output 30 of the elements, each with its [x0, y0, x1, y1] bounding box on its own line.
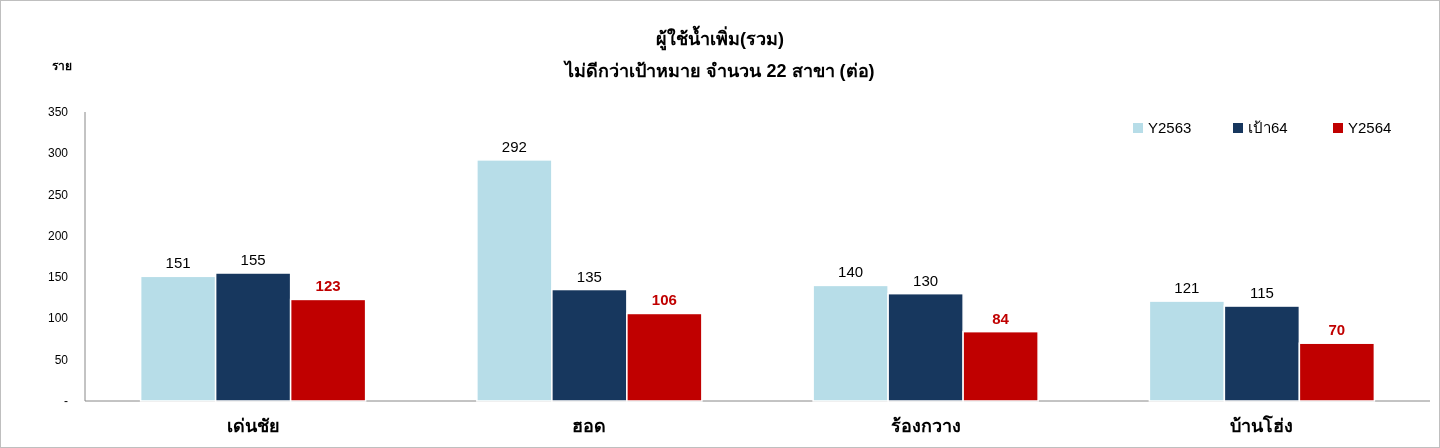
y-axis-title: ราย — [52, 59, 72, 73]
data-label: 84 — [992, 309, 1010, 327]
y-tick-label: 350 — [47, 105, 69, 119]
y-tick-label: 300 — [47, 146, 69, 161]
data-label: 106 — [651, 291, 677, 309]
x-tick-label: ร้องกวาง — [890, 416, 961, 436]
data-label: 135 — [576, 267, 602, 285]
data-label: 155 — [240, 251, 266, 269]
legend-label: Y2564 — [1348, 119, 1392, 136]
y-tick-label: 100 — [47, 311, 69, 326]
data-label: 130 — [913, 271, 939, 289]
data-label: 123 — [315, 277, 341, 295]
chart-title: ผู้ใช้น้ำเพิ่ม(รวม) — [656, 25, 784, 51]
data-label: 121 — [1174, 279, 1200, 297]
y-tick-label: 200 — [47, 228, 69, 243]
chart-subtitle: ไม่ดีกว่าเป้าหมาย จำนวน 22 สาขา (ต่อ) — [563, 60, 875, 81]
legend-label: Y2563 — [1148, 119, 1192, 136]
y-tick-label: 250 — [47, 187, 69, 202]
y-tick-label: - — [64, 394, 68, 408]
data-label: 70 — [1328, 321, 1346, 339]
x-tick-label: เด่นชัย — [226, 416, 280, 436]
data-label: 292 — [501, 137, 527, 155]
x-tick-label: บ้านโฮ่ง — [1230, 415, 1294, 436]
data-label: 140 — [838, 263, 864, 281]
data-label: 151 — [165, 254, 191, 272]
legend-label: เป้า64 — [1248, 119, 1288, 136]
data-label: 115 — [1249, 284, 1274, 302]
y-tick-label: 50 — [54, 352, 69, 367]
y-tick-label: 150 — [47, 270, 69, 285]
x-tick-label: ฮอด — [572, 416, 607, 436]
